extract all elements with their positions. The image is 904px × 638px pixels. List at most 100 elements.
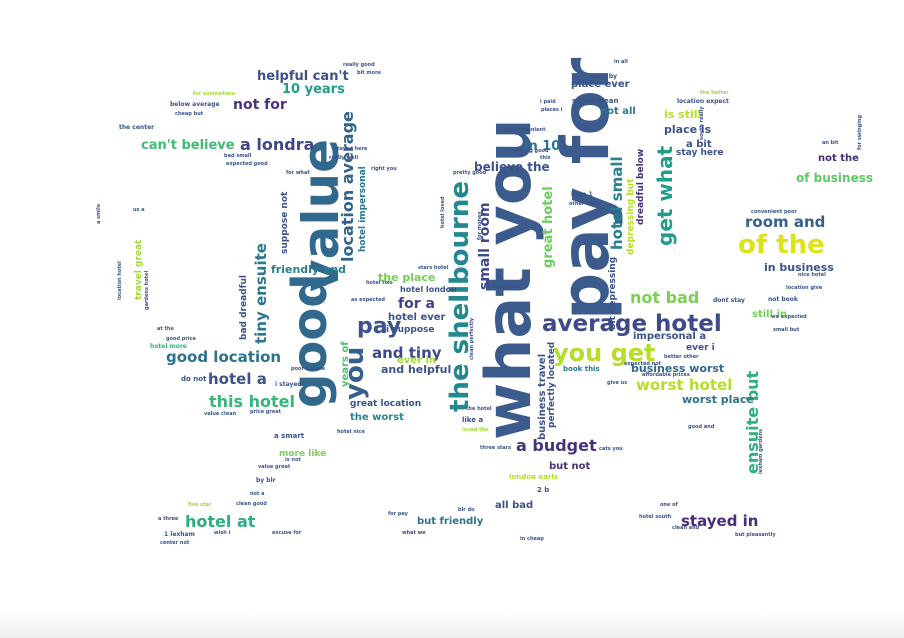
cloud-word: 1 lexham — [164, 531, 195, 538]
cloud-word: for money — [477, 211, 483, 240]
cloud-word: not bad — [630, 288, 700, 307]
cloud-word: in business — [764, 261, 834, 274]
cloud-word: in 10 — [524, 139, 561, 154]
cloud-word: helpful can't — [257, 69, 349, 84]
cloud-word: stars hotel — [418, 265, 449, 271]
cloud-word: wish i — [214, 530, 231, 536]
cloud-word: value clean — [204, 411, 237, 417]
cloud-word: by blr — [256, 477, 276, 484]
cloud-word: below average — [170, 101, 220, 108]
cloud-word: business worst — [631, 362, 725, 375]
cloud-word: hotel small — [608, 156, 626, 250]
cloud-word: average hotel — [542, 311, 722, 337]
cloud-word: and convenient — [502, 127, 546, 133]
cloud-word: at the — [157, 326, 174, 332]
cloud-word: hotel impersonal — [358, 166, 368, 252]
cloud-word: of business — [796, 171, 873, 185]
cloud-word: we expected — [771, 314, 807, 320]
cloud-word: but pleasantly — [735, 532, 776, 538]
cloud-word: good location — [166, 348, 282, 366]
cloud-word: bit depressing — [608, 256, 618, 330]
cloud-word: for swinging — [857, 114, 863, 150]
cloud-word: in cheap — [520, 536, 544, 542]
cloud-word: hotel ever — [388, 312, 446, 323]
cloud-word: for what — [286, 170, 310, 176]
cloud-word: and tiny — [372, 344, 442, 362]
cloud-word: i paid — [540, 99, 556, 105]
cloud-word: a londra — [240, 135, 315, 154]
cloud-word: not the — [818, 153, 859, 164]
cloud-word: worst hotel — [636, 376, 733, 394]
cloud-word: blr do — [458, 507, 475, 513]
cloud-word: clean good — [236, 501, 267, 507]
cloud-word: location hotel — [117, 261, 123, 300]
cloud-word: value great — [258, 464, 291, 470]
cloud-word: stayed in — [681, 512, 759, 530]
cloud-word: better other — [664, 354, 699, 360]
cloud-word: dont stay — [713, 297, 745, 304]
cloud-word: affordable prices — [642, 372, 690, 378]
cloud-word: travel great — [134, 239, 144, 300]
cloud-word: hotel two — [366, 280, 393, 286]
cloud-word: a smile — [96, 203, 102, 224]
cloud-word: small but — [773, 327, 800, 333]
cloud-word: clean and — [672, 525, 700, 531]
cloud-word: dreadful below — [636, 148, 646, 225]
cloud-word: years of — [340, 341, 351, 387]
cloud-word: not all — [600, 106, 636, 117]
cloud-word: poor excuse — [291, 366, 326, 372]
cloud-word: give us — [607, 380, 628, 386]
cloud-word: a three — [158, 516, 179, 522]
cloud-word: book this — [563, 365, 600, 373]
cloud-word: good price — [166, 336, 196, 342]
cloud-word: hotel london — [400, 285, 457, 294]
cloud-word: a smart — [274, 432, 305, 440]
cloud-word: this — [540, 155, 551, 161]
cloud-word: other than — [569, 201, 599, 207]
cloud-word: three stars — [480, 445, 512, 451]
cloud-word: b dont — [495, 285, 514, 291]
cloud-word: ever in — [397, 355, 437, 366]
cloud-word: a budget — [516, 436, 597, 455]
cloud-word: here 1 — [571, 191, 593, 198]
cloud-word: hotel more — [150, 343, 187, 350]
cloud-word: one of — [660, 502, 678, 508]
cloud-word: as expected — [351, 297, 386, 303]
cloud-word: more like — [279, 449, 327, 459]
cloud-word: place is — [664, 123, 712, 136]
cloud-word: good and — [688, 424, 715, 430]
cloud-word: can't believe — [141, 138, 235, 153]
cloud-word: bit more — [357, 70, 381, 76]
cloud-word: the worst — [350, 412, 404, 423]
cloud-word: the better — [700, 90, 729, 96]
cloud-word: not a — [250, 491, 265, 497]
cloud-word: hotel nice — [337, 429, 365, 435]
cloud-word: room and — [745, 213, 826, 231]
cloud-word: stayed here — [334, 146, 368, 152]
cloud-word: nothing good — [511, 148, 549, 154]
cloud-word: london earls — [509, 473, 558, 481]
cloud-word: this hotel — [209, 392, 295, 411]
cloud-word: nice hotel — [798, 272, 826, 278]
cloud-word: but friendly — [417, 516, 484, 527]
cloud-word: great hotel — [541, 186, 556, 268]
cloud-word: court by — [589, 73, 618, 80]
cloud-word: location give — [786, 285, 823, 291]
cloud-word: perfectly located — [547, 341, 557, 428]
cloud-word: lexham gardens — [758, 428, 764, 474]
cloud-word: all bad — [495, 500, 534, 511]
cloud-word: what we — [402, 530, 426, 536]
cloud-word: really well — [329, 155, 359, 161]
cloud-word: i suppose — [386, 325, 435, 335]
cloud-word: south really — [699, 106, 705, 140]
cloud-word: is not — [285, 457, 301, 463]
cloud-word: you get — [553, 339, 656, 367]
cloud-word: hotel at — [185, 512, 256, 531]
cloud-word: of the — [738, 230, 825, 260]
cloud-word: place ever — [571, 79, 630, 90]
cloud-word: smart clean — [572, 97, 619, 105]
cloud-word: expected not — [624, 361, 662, 367]
cloud-word: convenient poor — [751, 209, 797, 215]
cloud-word: us a — [133, 207, 145, 213]
